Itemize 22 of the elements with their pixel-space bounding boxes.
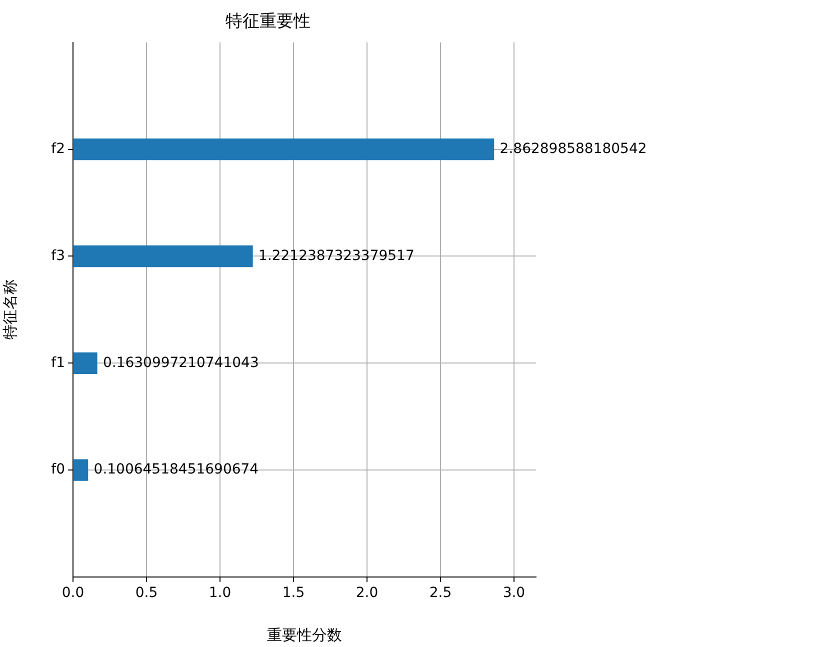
y-tick-label: f1 bbox=[51, 354, 65, 371]
chart-title: 特征重要性 bbox=[226, 12, 310, 32]
x-tick-label: 2.0 bbox=[356, 585, 378, 602]
y-tick-label: f3 bbox=[51, 248, 65, 264]
bar bbox=[73, 459, 88, 481]
y-axis-title: 特征名称 bbox=[0, 280, 19, 340]
data-label: 0.10064518451690674 bbox=[94, 462, 259, 478]
x-tick-label: 1.5 bbox=[282, 585, 305, 602]
data-label: 2.862898588180542 bbox=[500, 140, 647, 157]
x-tick-label: 3.0 bbox=[502, 585, 526, 602]
y-tick-label: f0 bbox=[51, 462, 65, 478]
bar bbox=[73, 245, 253, 268]
x-tick-label: 2.5 bbox=[429, 585, 452, 602]
y-tick-label: f2 bbox=[51, 140, 65, 157]
data-label: 1.2212387323379517 bbox=[258, 248, 414, 264]
bar bbox=[73, 352, 98, 374]
x-tick-label: 0.0 bbox=[62, 585, 84, 602]
bar bbox=[73, 138, 494, 160]
x-tick-label: 1.0 bbox=[208, 585, 232, 602]
x-axis-title: 重要性分数 bbox=[267, 626, 342, 644]
x-tick-label: 0.5 bbox=[135, 585, 158, 602]
data-label: 0.1630997210741043 bbox=[102, 354, 259, 371]
